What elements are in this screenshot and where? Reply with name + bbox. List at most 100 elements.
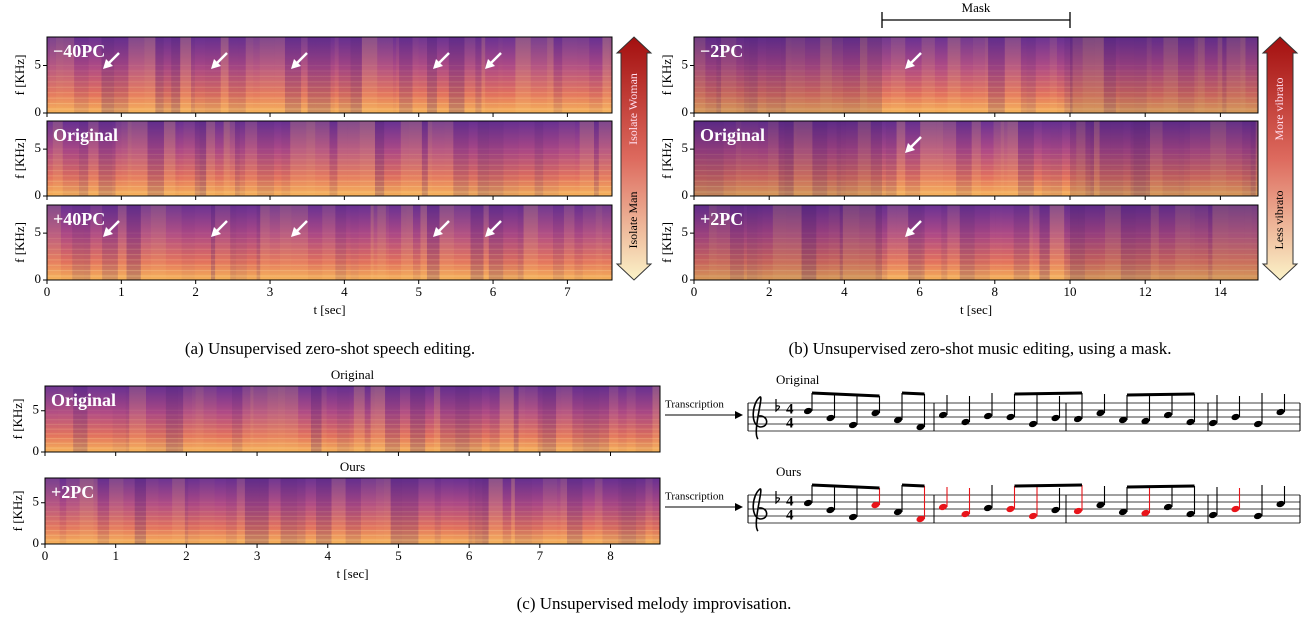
texture (842, 205, 860, 280)
texture (1076, 121, 1086, 196)
colorbar-bottom-label: Isolate Man (626, 192, 640, 249)
beam (811, 391, 880, 398)
texture (766, 37, 782, 113)
texture (820, 37, 832, 113)
axes-frame (693, 204, 1259, 281)
texture (171, 37, 181, 113)
texture (812, 121, 828, 196)
texture (567, 478, 583, 544)
x-tick-label: 10 (1064, 284, 1077, 299)
texture (172, 478, 185, 544)
texture (195, 205, 211, 280)
texture (1000, 121, 1005, 196)
row-label: −40PC (53, 41, 105, 61)
texture (316, 478, 332, 544)
texture (330, 37, 335, 113)
y-tick-label: 5 (682, 140, 689, 155)
texture (796, 121, 813, 196)
texture (1178, 121, 1185, 196)
texture (960, 37, 973, 113)
spectrogram (47, 37, 612, 113)
staff-title: Original (776, 372, 820, 387)
texture (335, 205, 347, 280)
y-tick-label: 0 (35, 271, 42, 286)
texture (412, 205, 421, 280)
texture (778, 121, 785, 196)
y-axis-label: f [KHz] (10, 399, 25, 440)
texture (772, 205, 787, 280)
texture (749, 37, 758, 113)
texture (716, 37, 722, 113)
texture (525, 386, 538, 452)
texture (1255, 121, 1258, 196)
texture (518, 386, 526, 452)
x-tick-label: 6 (490, 284, 497, 299)
texture (735, 121, 742, 196)
texture (993, 121, 1001, 196)
texture (557, 478, 561, 544)
texture (337, 121, 348, 196)
note-head (803, 499, 813, 507)
note-head (1051, 414, 1060, 422)
texture (280, 478, 298, 544)
staff-title: Ours (776, 464, 801, 479)
texture (412, 37, 419, 113)
texture (859, 205, 876, 280)
texture (974, 205, 990, 280)
note-head (1028, 420, 1038, 428)
texture (1240, 37, 1246, 113)
texture (523, 205, 538, 280)
texture (887, 205, 897, 280)
clef (752, 488, 768, 532)
texture (485, 37, 498, 113)
texture (97, 478, 110, 544)
texture (47, 37, 51, 113)
texture (1013, 205, 1030, 280)
texture (1208, 205, 1213, 280)
texture (291, 205, 308, 280)
texture (236, 478, 245, 544)
texture (230, 205, 237, 280)
texture (399, 37, 413, 113)
note-head (1276, 408, 1285, 416)
texture (374, 386, 386, 452)
texture (791, 37, 806, 113)
texture (183, 121, 195, 196)
texture (626, 386, 636, 452)
texture (228, 37, 239, 113)
texture (935, 37, 948, 113)
texture (1034, 121, 1042, 196)
texture (558, 121, 575, 196)
texture (406, 205, 413, 280)
y-axis-label: f [KHz] (12, 138, 27, 179)
texture (165, 205, 182, 280)
texture (513, 386, 519, 452)
texture (345, 478, 361, 544)
texture (315, 37, 331, 113)
texture (159, 478, 173, 544)
y-tick-label: 5 (33, 402, 40, 417)
texture (321, 386, 327, 452)
x-axis-label: t [sec] (960, 302, 992, 317)
note-head (1163, 503, 1173, 511)
texture (375, 478, 384, 544)
x-tick-label: 14 (1214, 284, 1228, 299)
texture (885, 121, 897, 196)
texture (128, 37, 145, 113)
texture (1029, 205, 1033, 280)
texture (112, 121, 116, 196)
texture (426, 205, 440, 280)
texture (1135, 205, 1151, 280)
texture (448, 37, 465, 113)
texture (1039, 205, 1050, 280)
texture (845, 121, 858, 196)
texture (455, 386, 470, 452)
note-head (1118, 416, 1128, 424)
texture (636, 478, 646, 544)
texture (705, 37, 717, 113)
texture (1120, 205, 1136, 280)
texture (163, 37, 172, 113)
texture (723, 121, 736, 196)
x-tick-label: 2 (183, 548, 190, 563)
y-tick-label: 0 (35, 104, 42, 119)
